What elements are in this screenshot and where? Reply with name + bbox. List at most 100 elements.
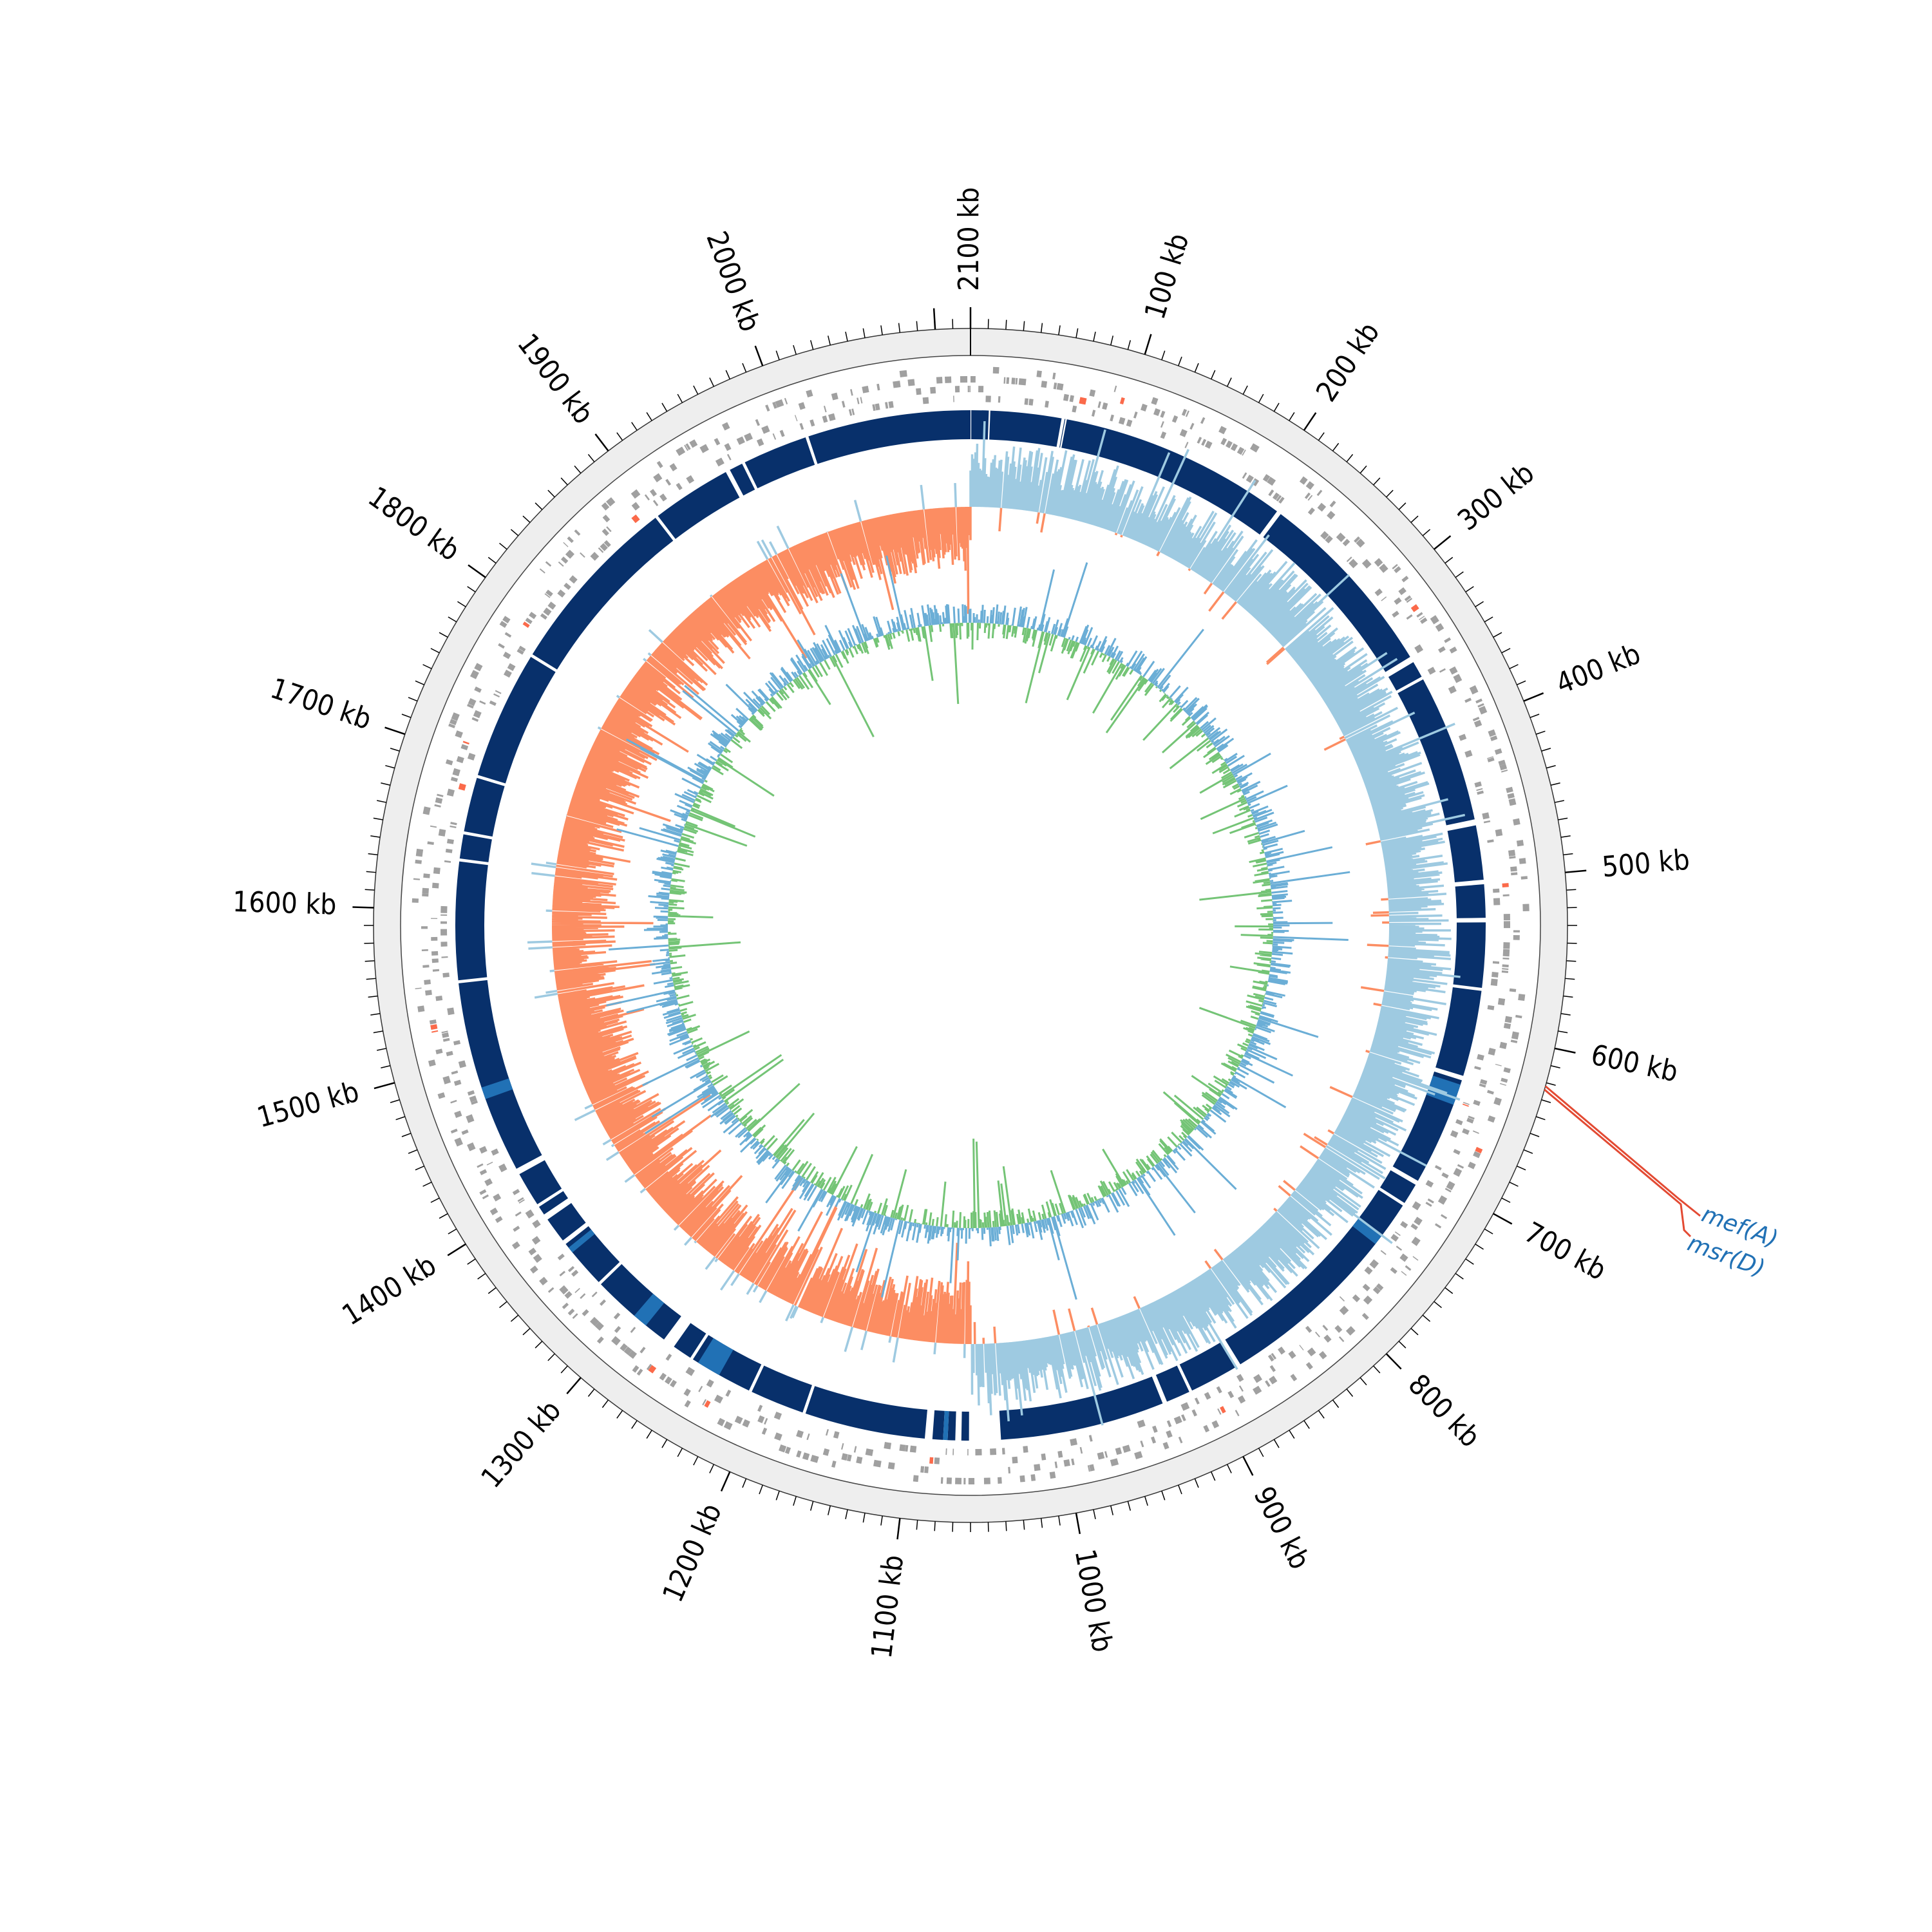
gene-feature — [1134, 1451, 1143, 1460]
minor-tick — [1493, 632, 1502, 638]
minor-tick — [368, 853, 378, 856]
minor-tick — [385, 764, 395, 769]
gene-feature — [454, 1137, 463, 1147]
gene-feature — [665, 1376, 672, 1385]
gene-feature — [924, 1466, 929, 1473]
minor-tick — [1410, 1328, 1419, 1336]
gene-feature — [905, 1444, 909, 1452]
gene-feature — [1495, 1063, 1502, 1066]
blast-segment — [971, 410, 989, 440]
minor-tick — [828, 1505, 831, 1515]
gc-content-track — [606, 555, 1350, 1300]
gene-feature — [1323, 1334, 1332, 1343]
minor-tick — [560, 477, 568, 486]
gene-feature — [449, 719, 457, 726]
gene-feature — [1404, 595, 1412, 601]
gene-feature — [1242, 450, 1246, 456]
gene-feature — [1394, 566, 1401, 573]
gene-feature — [437, 793, 444, 797]
gene-feature — [899, 370, 907, 377]
gene-feature — [440, 929, 448, 936]
major-tick — [1144, 334, 1152, 355]
gene-feature — [1236, 1374, 1244, 1382]
gene-feature — [1034, 1464, 1041, 1472]
minor-tick — [1509, 664, 1519, 670]
gene-feature — [784, 1446, 791, 1454]
gene-feature — [1089, 389, 1096, 397]
gene-feature — [513, 1226, 520, 1232]
gene-feature — [1361, 1312, 1369, 1320]
gene-feature — [493, 1193, 502, 1202]
minor-tick — [1563, 995, 1573, 998]
gene-feature — [613, 1312, 621, 1320]
gene-feature — [1194, 1397, 1200, 1405]
minor-tick — [370, 835, 381, 838]
blast-segment — [1059, 419, 1066, 448]
gene-feature — [1091, 410, 1096, 417]
gene-feature — [462, 741, 469, 745]
minor-tick — [1289, 412, 1295, 421]
gene-feature-track — [412, 366, 1530, 1484]
gene-feature — [543, 607, 552, 616]
minor-tick — [467, 586, 476, 592]
minor-tick — [1040, 323, 1043, 333]
gene-feature — [452, 768, 460, 777]
blast-segment — [808, 410, 971, 464]
gene-feature — [784, 397, 788, 405]
gene-feature — [840, 1443, 844, 1450]
gene-feature — [1173, 1416, 1182, 1425]
minor-tick — [775, 350, 780, 361]
gene-feature — [1307, 1347, 1316, 1357]
gene-feature — [1439, 668, 1446, 673]
gene-feature — [1490, 978, 1498, 986]
gene-feature — [685, 443, 691, 450]
minor-tick — [828, 336, 831, 346]
gene-feature — [1088, 1435, 1093, 1442]
minor-tick — [1318, 432, 1325, 441]
gene-feature — [930, 386, 936, 394]
blast-segment — [1061, 419, 1277, 535]
minor-tick — [1563, 853, 1573, 856]
minor-tick — [535, 1341, 543, 1349]
gene-feature — [1245, 475, 1254, 483]
gene-feature — [1446, 1180, 1455, 1191]
gene-feature — [1399, 1253, 1408, 1262]
gene-feature — [934, 1457, 940, 1464]
gene-feature — [1394, 597, 1402, 605]
gene-feature — [1419, 616, 1425, 620]
gene-feature — [1018, 378, 1027, 386]
gene-feature — [799, 422, 804, 430]
gene-feature — [992, 366, 999, 374]
gene-feature — [522, 621, 530, 628]
gene-feature — [1487, 756, 1493, 759]
gene-feature — [539, 1276, 548, 1286]
gene-feature — [1376, 1283, 1384, 1291]
gene-feature — [429, 1019, 437, 1025]
gene-feature — [1218, 426, 1227, 435]
minor-tick — [377, 800, 387, 803]
minor-tick — [1289, 1430, 1295, 1439]
gene-feature — [1502, 968, 1509, 971]
gene-feature — [773, 1412, 782, 1420]
gene-feature — [442, 972, 450, 978]
gene-feature — [1493, 898, 1501, 905]
gene-feature — [594, 1321, 604, 1331]
gene-feature — [1072, 405, 1077, 413]
gene-feature — [590, 551, 600, 561]
gene-feature — [1126, 419, 1133, 427]
gene-feature — [1414, 644, 1424, 654]
gene-feature — [564, 1291, 573, 1299]
gene-feature — [772, 401, 777, 409]
gene-feature — [502, 616, 511, 624]
gene-feature — [794, 415, 798, 422]
minor-tick — [775, 1490, 780, 1501]
gene-feature — [1338, 1336, 1345, 1343]
minor-tick — [587, 454, 595, 462]
gene-feature — [997, 1477, 1002, 1484]
gene-feature — [467, 752, 476, 761]
minor-tick — [1273, 402, 1280, 412]
blast-segment — [532, 518, 674, 670]
gene-feature — [853, 1446, 857, 1453]
gene-feature — [600, 543, 608, 551]
gene-feature — [1475, 1146, 1483, 1154]
